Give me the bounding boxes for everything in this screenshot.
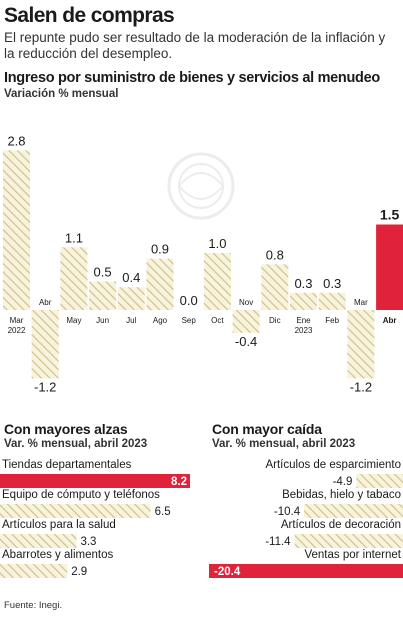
page-title: Salen de compras <box>4 4 175 27</box>
rise-bar-chart: Tiendas departamentales 8.2 Equipo de cómp… <box>0 459 190 578</box>
bar-3 <box>209 564 403 578</box>
value-label-3: -20.4 <box>214 566 241 578</box>
source-note: Fuente: Inegi. <box>4 600 63 611</box>
value-label-0: -4.9 <box>333 476 353 488</box>
value-label-1: -10.4 <box>274 506 301 518</box>
bar-12 <box>347 310 375 379</box>
category-label-0: Tiendas departamentales <box>2 459 132 471</box>
value-label-0: 8.2 <box>171 476 187 488</box>
value-label-1: 6.5 <box>155 506 171 518</box>
bar-13 <box>376 224 403 310</box>
category-label-0: Mar 2022 <box>8 316 26 335</box>
category-label-2: May <box>66 316 81 325</box>
category-label-8: Nov <box>239 298 253 307</box>
category-label-4: Jul <box>126 316 136 325</box>
value-label-5: 0.9 <box>151 242 169 257</box>
bar-8 <box>232 310 260 333</box>
bar-2 <box>60 247 88 310</box>
category-label-3: Ventas por internet <box>304 549 401 561</box>
value-label-2: -11.4 <box>265 536 291 548</box>
bar-1 <box>31 310 59 379</box>
category-label-2: Artículos para la salud <box>2 519 116 531</box>
bar-0 <box>3 150 30 310</box>
category-label-6: Sep <box>182 316 197 325</box>
bar-2 <box>0 534 77 548</box>
bar-0 <box>356 474 403 488</box>
value-label-4: 0.4 <box>122 270 140 285</box>
bar-9 <box>261 264 289 310</box>
value-label-9: 0.8 <box>266 247 284 262</box>
value-label-7: 1.0 <box>208 236 226 251</box>
value-label-8: -0.4 <box>235 334 257 349</box>
bar-1 <box>0 504 151 518</box>
page-subtitle: El repunte pudo ser resultado de la mode… <box>4 30 386 61</box>
monthly-bar-chart: 2.8 Mar 2022 -1.2 Abr 1.1 May 0.5 Jun 0.4 Jul 0.9 Ag… <box>3 133 403 394</box>
category-label-1: Bebidas, hielo y tabaco <box>282 489 401 501</box>
category-label-3: Abarrotes y alimentos <box>2 549 113 561</box>
category-label-7: Oct <box>211 316 224 325</box>
category-label-9: Dic <box>269 316 281 325</box>
chart-title: Ingreso por suministro de bienes y servi… <box>4 70 380 86</box>
category-label-0: Artículos de esparcimiento <box>265 459 401 471</box>
category-label-2: Artículos de decoración <box>281 519 401 531</box>
bar-10 <box>290 292 317 310</box>
emblem-watermark-icon <box>167 152 235 220</box>
category-label-1: Equipo de cómputo y teléfonos <box>2 489 160 501</box>
bar-2 <box>294 534 403 548</box>
value-label-11: 0.3 <box>323 276 341 291</box>
category-label-10: Ene 2023 <box>295 316 313 335</box>
value-label-2: 1.1 <box>65 230 83 245</box>
bar-0 <box>0 474 190 488</box>
category-label-11: Feb <box>325 316 339 325</box>
bar-4 <box>117 287 145 310</box>
value-label-1: -1.2 <box>34 379 56 394</box>
value-label-3: 2.9 <box>71 566 87 578</box>
value-label-13: 1.5 <box>380 207 400 223</box>
bar-5 <box>146 258 174 310</box>
value-label-3: 0.5 <box>94 265 112 280</box>
category-label-1: Abr <box>39 298 52 307</box>
fall-panel-subtitle: Var. % mensual, abril 2023 <box>212 438 356 450</box>
category-label-13: Abr <box>383 316 397 325</box>
value-label-2: 3.3 <box>80 536 96 548</box>
value-label-6: 0.0 <box>180 293 198 308</box>
rise-panel-title: Con mayores alzas <box>4 421 128 437</box>
value-label-10: 0.3 <box>294 276 312 291</box>
bar-7 <box>203 253 231 310</box>
bar-3 <box>0 564 68 578</box>
value-label-0: 2.8 <box>7 133 25 148</box>
value-label-12: -1.2 <box>350 379 372 394</box>
category-label-3: Jun <box>96 316 109 325</box>
chart-subtitle: Variación % mensual <box>4 88 119 100</box>
bar-1 <box>304 504 403 518</box>
bar-3 <box>89 281 117 310</box>
category-label-5: Ago <box>153 316 168 325</box>
category-label-12: Mar <box>354 298 368 307</box>
fall-panel-title: Con mayor caída <box>212 421 322 437</box>
rise-panel-subtitle: Var. % mensual, abril 2023 <box>4 438 148 450</box>
bar-11 <box>318 292 346 310</box>
